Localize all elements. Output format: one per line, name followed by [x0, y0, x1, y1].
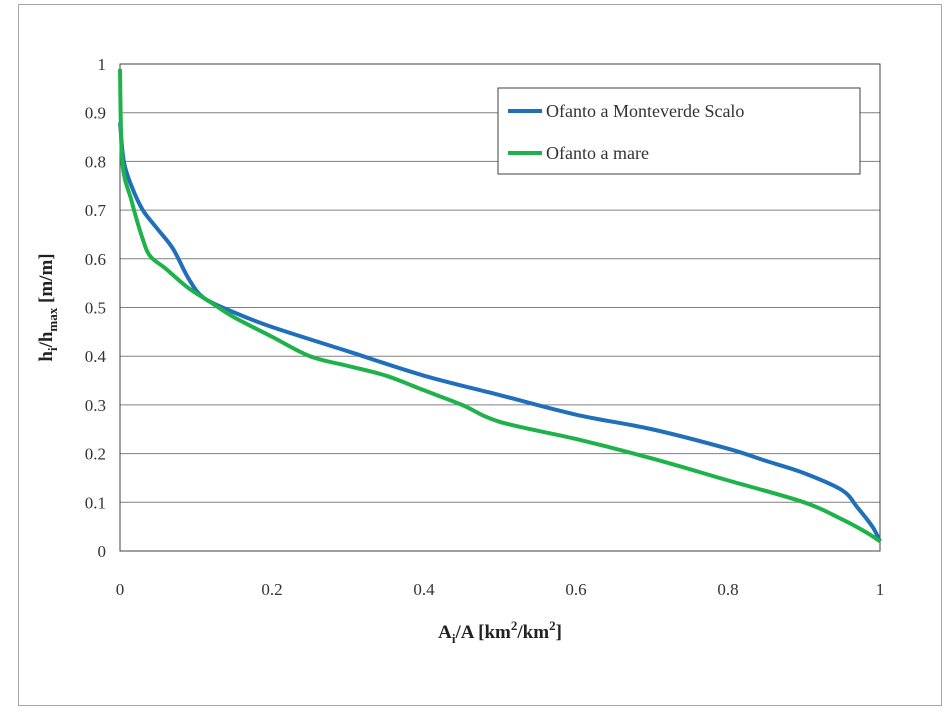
- x-tick-label-4: 0.8: [717, 580, 738, 599]
- y-axis-ticks: 0 0.1 0.2 0.3 0.4 0.5 0.6 0.7 0.8 0.9 1: [85, 55, 107, 561]
- x-tick-label-2: 0.4: [413, 580, 435, 599]
- x-axis-title-end: ]: [556, 622, 562, 643]
- legend-box: [497, 87, 861, 175]
- legend-label-1: Ofanto a mare: [546, 143, 649, 163]
- y-tick-label-4: 0.4: [85, 347, 107, 366]
- y-axis-title-end: [m/m]: [36, 253, 57, 307]
- x-tick-label-0: 0: [116, 580, 125, 599]
- x-axis-title-base: A: [438, 622, 452, 643]
- x-tick-label-3: 0.6: [565, 580, 586, 599]
- y-tick-label-10: 1: [98, 55, 107, 74]
- y-tick-label-5: 0.5: [85, 299, 106, 318]
- series-lines: [118, 68, 882, 543]
- y-axis-title-base: h: [36, 351, 57, 362]
- y-tick-label-6: 0.6: [85, 250, 106, 269]
- y-tick-label-2: 0.2: [85, 445, 106, 464]
- plot-area-border: [119, 63, 881, 552]
- series-line-1: [118, 68, 882, 543]
- y-tick-label-0: 0: [98, 542, 107, 561]
- x-axis-title-sup2: 2: [549, 618, 556, 633]
- x-tick-label-5: 1: [876, 580, 885, 599]
- y-tick-label-8: 0.8: [85, 152, 106, 171]
- series-line-0: [118, 122, 882, 543]
- y-axis-title-sub2: max: [45, 307, 60, 331]
- y-tick-label-7: 0.7: [85, 201, 107, 220]
- y-tick-label-1: 0.1: [85, 493, 106, 512]
- y-axis-title: hi/hmax [m/m]: [36, 253, 60, 361]
- y-tick-label-3: 0.3: [85, 396, 106, 415]
- x-axis-title-sup1: 2: [511, 618, 518, 633]
- y-axis-title-sub1: i: [45, 347, 60, 351]
- x-axis-title-mid: /km: [516, 622, 549, 643]
- x-axis-title-rest: /A [km: [454, 622, 511, 643]
- x-axis-title: Ai/A [km2/km2]: [438, 618, 562, 646]
- x-axis-title-sub: i: [452, 631, 456, 646]
- x-axis-ticks: 0 0.2 0.4 0.6 0.8 1: [116, 580, 885, 599]
- legend: Ofanto a Monteverde Scalo Ofanto a mare: [497, 87, 861, 175]
- legend-label-0: Ofanto a Monteverde Scalo: [546, 101, 744, 121]
- x-tick-label-1: 0.2: [261, 580, 282, 599]
- y-tick-label-9: 0.9: [85, 104, 106, 123]
- y-axis-title-mid: /h: [36, 331, 57, 348]
